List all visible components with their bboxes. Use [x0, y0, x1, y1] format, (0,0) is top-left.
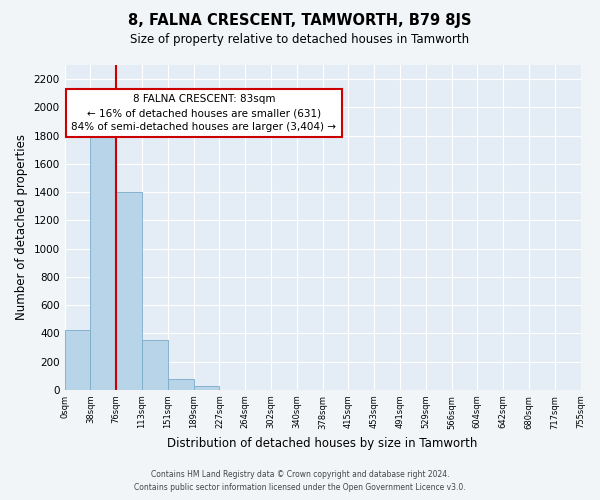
- Bar: [91, 136, 116, 390]
- X-axis label: Distribution of detached houses by size in Tamworth: Distribution of detached houses by size …: [167, 437, 478, 450]
- Y-axis label: Number of detached properties: Number of detached properties: [15, 134, 28, 320]
- Bar: [142, 340, 168, 390]
- Bar: [65, 330, 91, 390]
- Bar: [194, 386, 220, 390]
- Text: Size of property relative to detached houses in Tamworth: Size of property relative to detached ho…: [130, 32, 470, 46]
- Text: 8, FALNA CRESCENT, TAMWORTH, B79 8JS: 8, FALNA CRESCENT, TAMWORTH, B79 8JS: [128, 12, 472, 28]
- Bar: [116, 192, 142, 390]
- Text: Contains HM Land Registry data © Crown copyright and database right 2024.
Contai: Contains HM Land Registry data © Crown c…: [134, 470, 466, 492]
- Text: 8 FALNA CRESCENT: 83sqm
← 16% of detached houses are smaller (631)
84% of semi-d: 8 FALNA CRESCENT: 83sqm ← 16% of detache…: [71, 94, 337, 132]
- Bar: [168, 378, 194, 390]
